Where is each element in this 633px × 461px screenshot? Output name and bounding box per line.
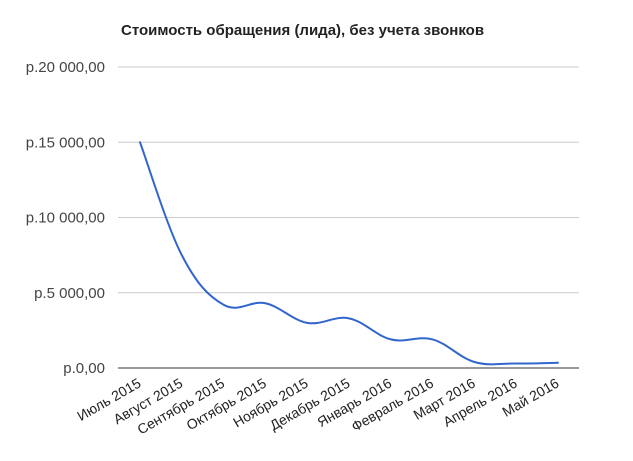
series-line [139, 141, 559, 366]
data-point [222, 303, 226, 307]
data-point [472, 360, 476, 364]
data-point [556, 361, 560, 365]
data-point [389, 337, 393, 341]
y-tick-label: р.15 000,00 [26, 134, 105, 151]
data-point [138, 140, 142, 144]
data-point [180, 253, 184, 257]
y-tick-label: р.0,00 [63, 360, 105, 377]
data-point [431, 337, 435, 341]
data-point [347, 316, 351, 320]
chart-title: Стоимость обращения (лида), без учета зв… [121, 22, 485, 39]
data-point [514, 361, 518, 365]
y-tick-label: р.5 000,00 [34, 285, 105, 302]
data-point [263, 301, 267, 305]
y-tick-label: р.10 000,00 [26, 210, 105, 227]
y-tick-label: р.20 000,00 [26, 59, 105, 76]
data-point [305, 321, 309, 325]
